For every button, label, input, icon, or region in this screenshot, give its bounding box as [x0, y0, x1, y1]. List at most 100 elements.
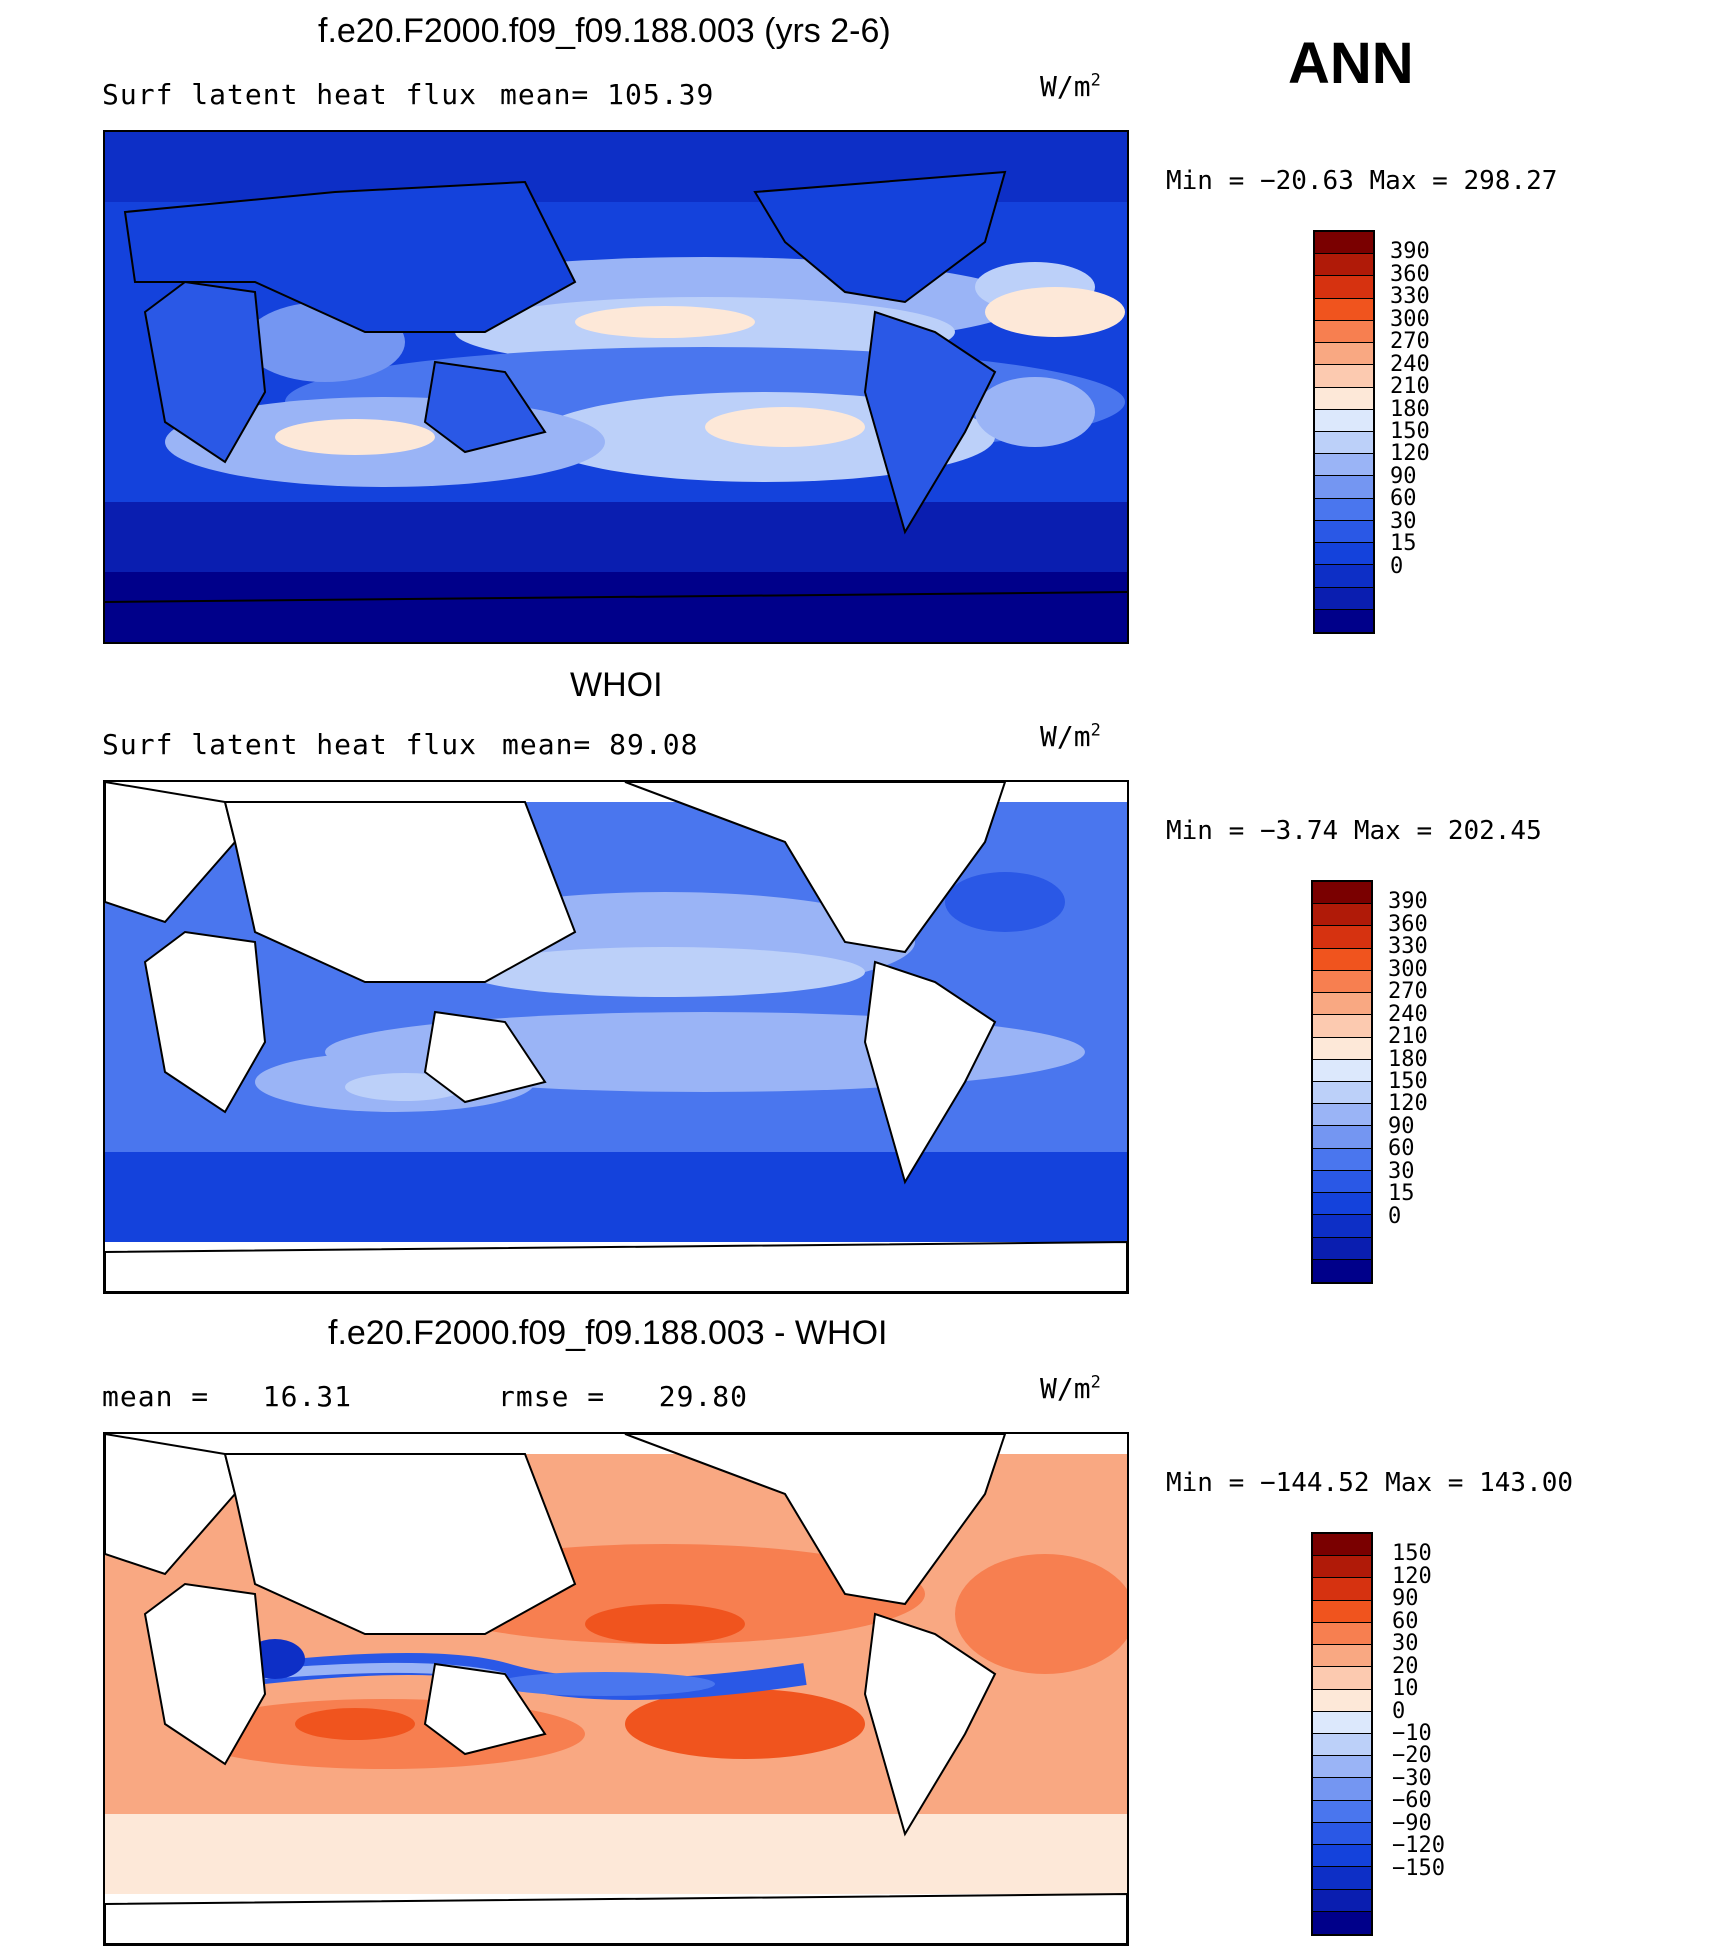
colorbar-tick-label: 120 — [1392, 1563, 1432, 1589]
colorbar-tick-label: 60 — [1388, 1136, 1415, 1162]
colorbar-tick-label: 180 — [1390, 396, 1430, 422]
panel2-max-value: 202.45 — [1447, 816, 1542, 846]
colorbar-segment — [1313, 970, 1371, 994]
colorbar-segment — [1315, 298, 1373, 321]
colorbar-segment — [1313, 1845, 1371, 1868]
colorbar-segment — [1315, 476, 1373, 499]
colorbar-tick-label: 60 — [1392, 1608, 1419, 1634]
colorbar-tick-label: 330 — [1390, 284, 1430, 310]
colorbar-segment — [1315, 232, 1373, 255]
colorbar-tick-label: 60 — [1390, 486, 1417, 512]
panel2-variable-label: Surf latent heat flux — [102, 728, 478, 761]
colorbar-segment — [1313, 1237, 1371, 1260]
colorbar-tick-label: 0 — [1388, 1203, 1402, 1229]
colorbar-tick-label: 360 — [1390, 261, 1430, 287]
colorbar-tick-label: 210 — [1390, 374, 1430, 400]
panel3-max-value: 143.00 — [1479, 1468, 1574, 1498]
colorbar-segment — [1315, 409, 1373, 432]
panel2-min-value: −3.74 — [1259, 816, 1339, 846]
colorbar-segment — [1315, 432, 1373, 455]
colorbar-tick-label: 10 — [1392, 1676, 1419, 1702]
colorbar-segment — [1313, 1867, 1371, 1890]
colorbar-tick-label: 30 — [1390, 508, 1417, 534]
colorbar-segment — [1313, 1059, 1371, 1082]
colorbar-segment — [1315, 609, 1373, 632]
colorbar-tick-label: −90 — [1392, 1810, 1432, 1836]
colorbar-segment — [1313, 1556, 1371, 1579]
colorbar-tick-label: 270 — [1390, 329, 1430, 355]
colorbar-tick-label: −10 — [1392, 1721, 1432, 1746]
colorbar-segment — [1315, 543, 1373, 566]
colorbar-tick-label: −150 — [1392, 1855, 1445, 1881]
colorbar-segment — [1313, 926, 1371, 949]
colorbar-segment — [1313, 1800, 1371, 1823]
colorbar-tick-label: 180 — [1388, 1046, 1428, 1072]
colorbar-segment — [1313, 1193, 1371, 1216]
colorbar-segment — [1313, 1756, 1371, 1779]
panel1-minmax: Min = −20.63 Max = 298.27 — [1166, 166, 1558, 196]
panel1-units: W/m2 — [1040, 70, 1101, 103]
colorbar-tick-label: −120 — [1392, 1833, 1445, 1859]
panel1-variable-label: Surf latent heat flux — [102, 78, 478, 111]
colorbar-segment — [1313, 1667, 1371, 1690]
panel1-max-value: 298.27 — [1463, 166, 1558, 196]
colorbar-tick-label: 30 — [1392, 1631, 1419, 1657]
colorbar-tick-label: 90 — [1392, 1586, 1419, 1612]
colorbar-segment — [1315, 343, 1373, 366]
colorbar-segment — [1315, 276, 1373, 299]
colorbar-tick-label: 240 — [1390, 351, 1430, 377]
colorbar-tick-label: 240 — [1388, 1001, 1428, 1027]
colorbar-segment — [1313, 1622, 1371, 1646]
colorbar-tick-label: 120 — [1388, 1091, 1428, 1117]
colorbar-segment — [1315, 320, 1373, 344]
colorbar-tick-label: 120 — [1390, 441, 1430, 467]
panel3-title: f.e20.F2000.f09_f09.188.003 - WHOI — [328, 1314, 888, 1352]
panel1-min-value: −20.63 — [1259, 166, 1354, 196]
colorbar-segment — [1313, 948, 1371, 971]
panel3-map — [103, 1432, 1129, 1946]
colorbar-segment — [1313, 1778, 1371, 1801]
colorbar-segment — [1313, 1534, 1371, 1557]
season-label: ANN — [1288, 31, 1414, 96]
colorbar-segment — [1313, 1822, 1371, 1846]
colorbar-segment — [1313, 1600, 1371, 1623]
panel1-map — [103, 130, 1129, 644]
colorbar-tick-label: 390 — [1388, 889, 1428, 915]
colorbar-segment — [1313, 1711, 1371, 1734]
panel2-map — [103, 780, 1129, 1294]
colorbar-segment — [1315, 587, 1373, 610]
colorbar-tick-label: 390 — [1390, 239, 1430, 265]
colorbar-tick-label: 150 — [1388, 1069, 1428, 1094]
colorbar-tick-label: 330 — [1388, 934, 1428, 960]
panel3-min-value: −144.52 — [1259, 1468, 1370, 1498]
colorbar-segment — [1313, 1082, 1371, 1105]
colorbar-tick-label: 20 — [1392, 1653, 1419, 1679]
panel2-colorbar — [1311, 880, 1373, 1284]
panel2-minmax: Min = −3.74 Max = 202.45 — [1166, 816, 1542, 846]
colorbar-segment — [1313, 1126, 1371, 1149]
panel3-mean-value: 16.31 — [262, 1380, 353, 1413]
colorbar-tick-label: 30 — [1388, 1158, 1415, 1184]
colorbar-segment — [1313, 1645, 1371, 1668]
colorbar-segment — [1313, 1170, 1371, 1194]
colorbar-tick-label: 15 — [1390, 531, 1417, 557]
colorbar-tick-label: 150 — [1392, 1541, 1432, 1567]
colorbar-segment — [1313, 1689, 1371, 1712]
colorbar-tick-label: 90 — [1390, 463, 1417, 489]
panel2-mean-value: 89.08 — [609, 728, 699, 761]
panel3-mean-label: mean = 16.31 — [102, 1380, 353, 1413]
colorbar-segment — [1315, 565, 1373, 588]
colorbar-tick-label: 15 — [1388, 1181, 1415, 1207]
panel2-units: W/m2 — [1040, 720, 1101, 753]
colorbar-tick-label: 300 — [1388, 956, 1428, 982]
colorbar-tick-label: 270 — [1388, 979, 1428, 1005]
panel1-mean-label: mean= 105.39 — [500, 78, 715, 111]
panel3-units: W/m2 — [1040, 1372, 1101, 1405]
colorbar-tick-label: 0 — [1392, 1698, 1406, 1724]
colorbar-segment — [1313, 882, 1371, 905]
colorbar-segment — [1315, 520, 1373, 544]
colorbar-segment — [1315, 365, 1373, 388]
colorbar-segment — [1313, 1215, 1371, 1238]
panel3-colorbar — [1311, 1532, 1373, 1936]
colorbar-segment — [1313, 904, 1371, 927]
